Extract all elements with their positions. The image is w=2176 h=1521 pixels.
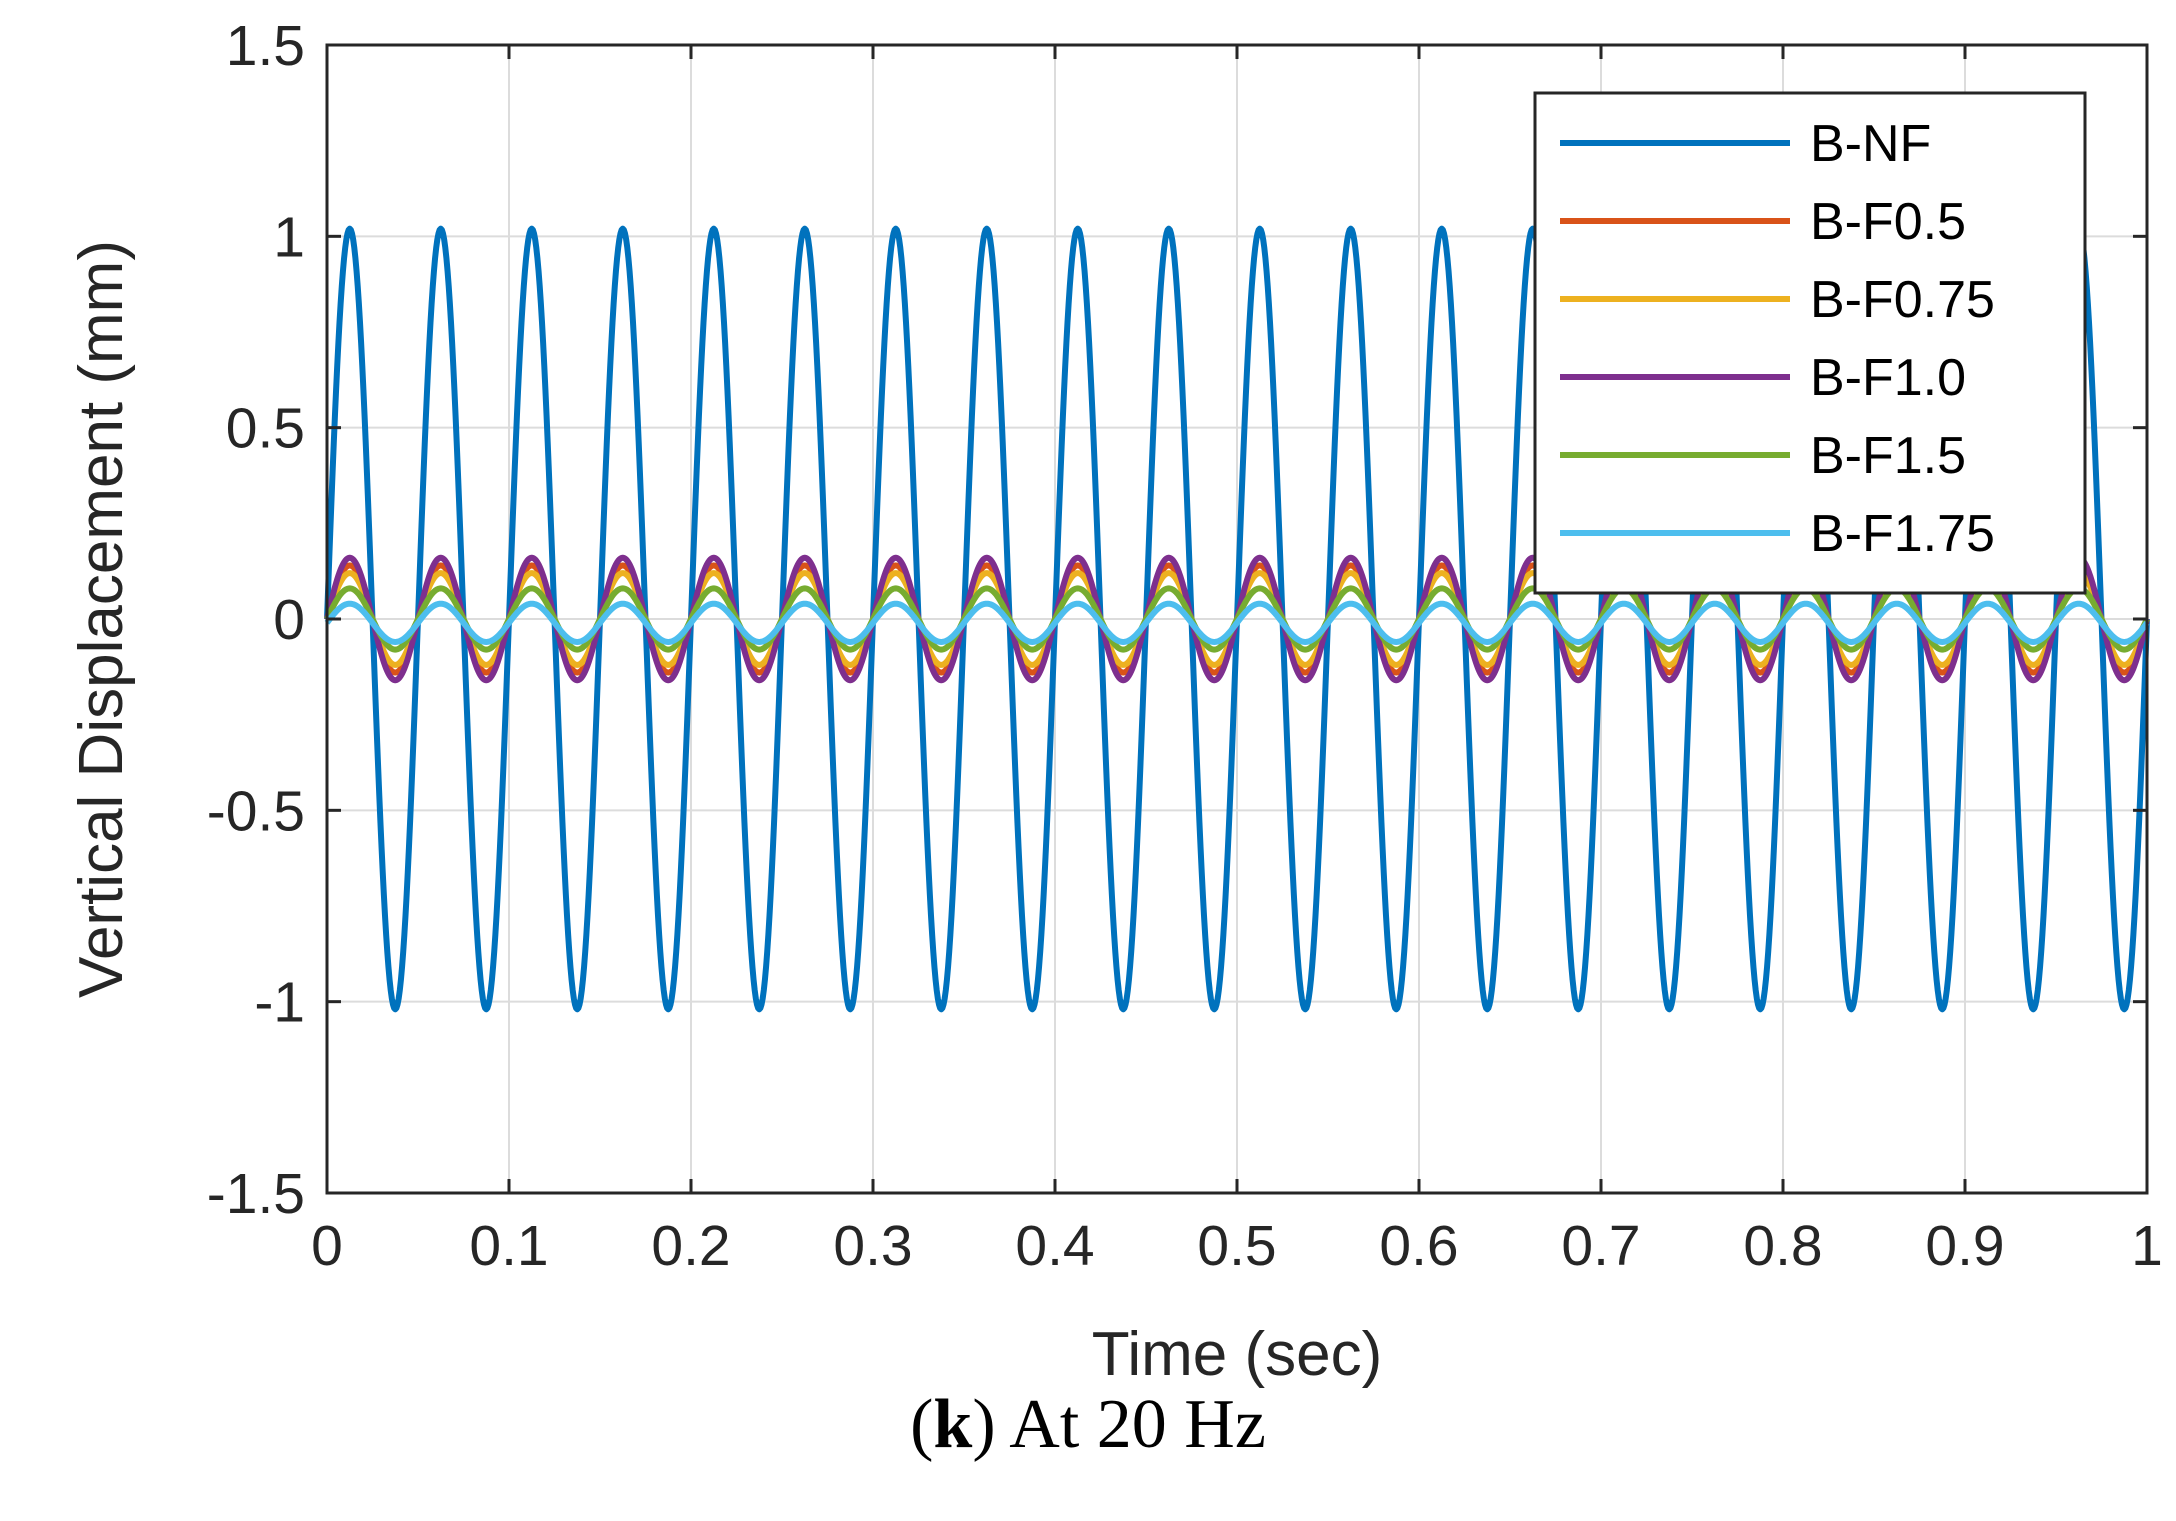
legend-entry-label: B-F1.5: [1810, 427, 1966, 485]
x-axis-label: Time (sec): [1092, 1320, 1382, 1389]
x-tick-label: 0.3: [833, 1214, 912, 1278]
x-tick-label: 0.9: [1925, 1214, 2004, 1278]
y-tick-label: 0.5: [226, 397, 305, 461]
legend-box: [1533, 91, 2087, 595]
y-tick-label: 1: [273, 205, 305, 269]
caption-letter: k: [933, 1386, 973, 1463]
legend-entry-label: B-F0.5: [1810, 193, 1966, 251]
x-tick-label: 0.7: [1561, 1214, 1640, 1278]
x-tick-label: 1: [2131, 1214, 2163, 1278]
caption-suffix: ) At 20 Hz: [972, 1386, 1266, 1463]
caption-prefix: (: [910, 1386, 934, 1463]
y-axis-label: Vertical Displacement (mm): [67, 240, 136, 998]
legend: B-NF B-F0.5 B-F0.75 B-F1.0 B-F1.5 B-F1.75: [1533, 91, 2087, 595]
legend-entry-label: B-F1.0: [1810, 349, 1966, 407]
y-tick-label: -1: [254, 971, 305, 1035]
y-tick-label: -0.5: [207, 779, 305, 843]
x-tick-label: 0: [311, 1214, 343, 1278]
series-lines: [324, 225, 2150, 1013]
x-tick-label: 0.1: [469, 1214, 548, 1278]
axis-ticks: 0 0.1 0.2 0.3 0.4 0.5 0.6 0.7 0.8 0.9 1 -1.5 -1 -0.5 0…: [207, 14, 2163, 1278]
legend-entry-label: B-NF: [1810, 115, 1931, 173]
x-tick-label: 0.8: [1743, 1214, 1822, 1278]
series-line-B-F1.75: [324, 600, 2150, 645]
y-tick-label: 1.5: [226, 14, 305, 78]
figure-caption: (k) At 20 Hz: [0, 1385, 2176, 1465]
x-tick-label: 0.5: [1197, 1214, 1276, 1278]
legend-entry-label: B-F1.75: [1810, 505, 1995, 563]
x-tick-label: 0.6: [1379, 1214, 1458, 1278]
y-tick-label: 0: [273, 588, 305, 652]
legend-entry-label: B-F0.75: [1810, 271, 1995, 329]
x-tick-label: 0.2: [651, 1214, 730, 1278]
y-tick-label: -1.5: [207, 1162, 305, 1226]
x-tick-label: 0.4: [1015, 1214, 1094, 1278]
